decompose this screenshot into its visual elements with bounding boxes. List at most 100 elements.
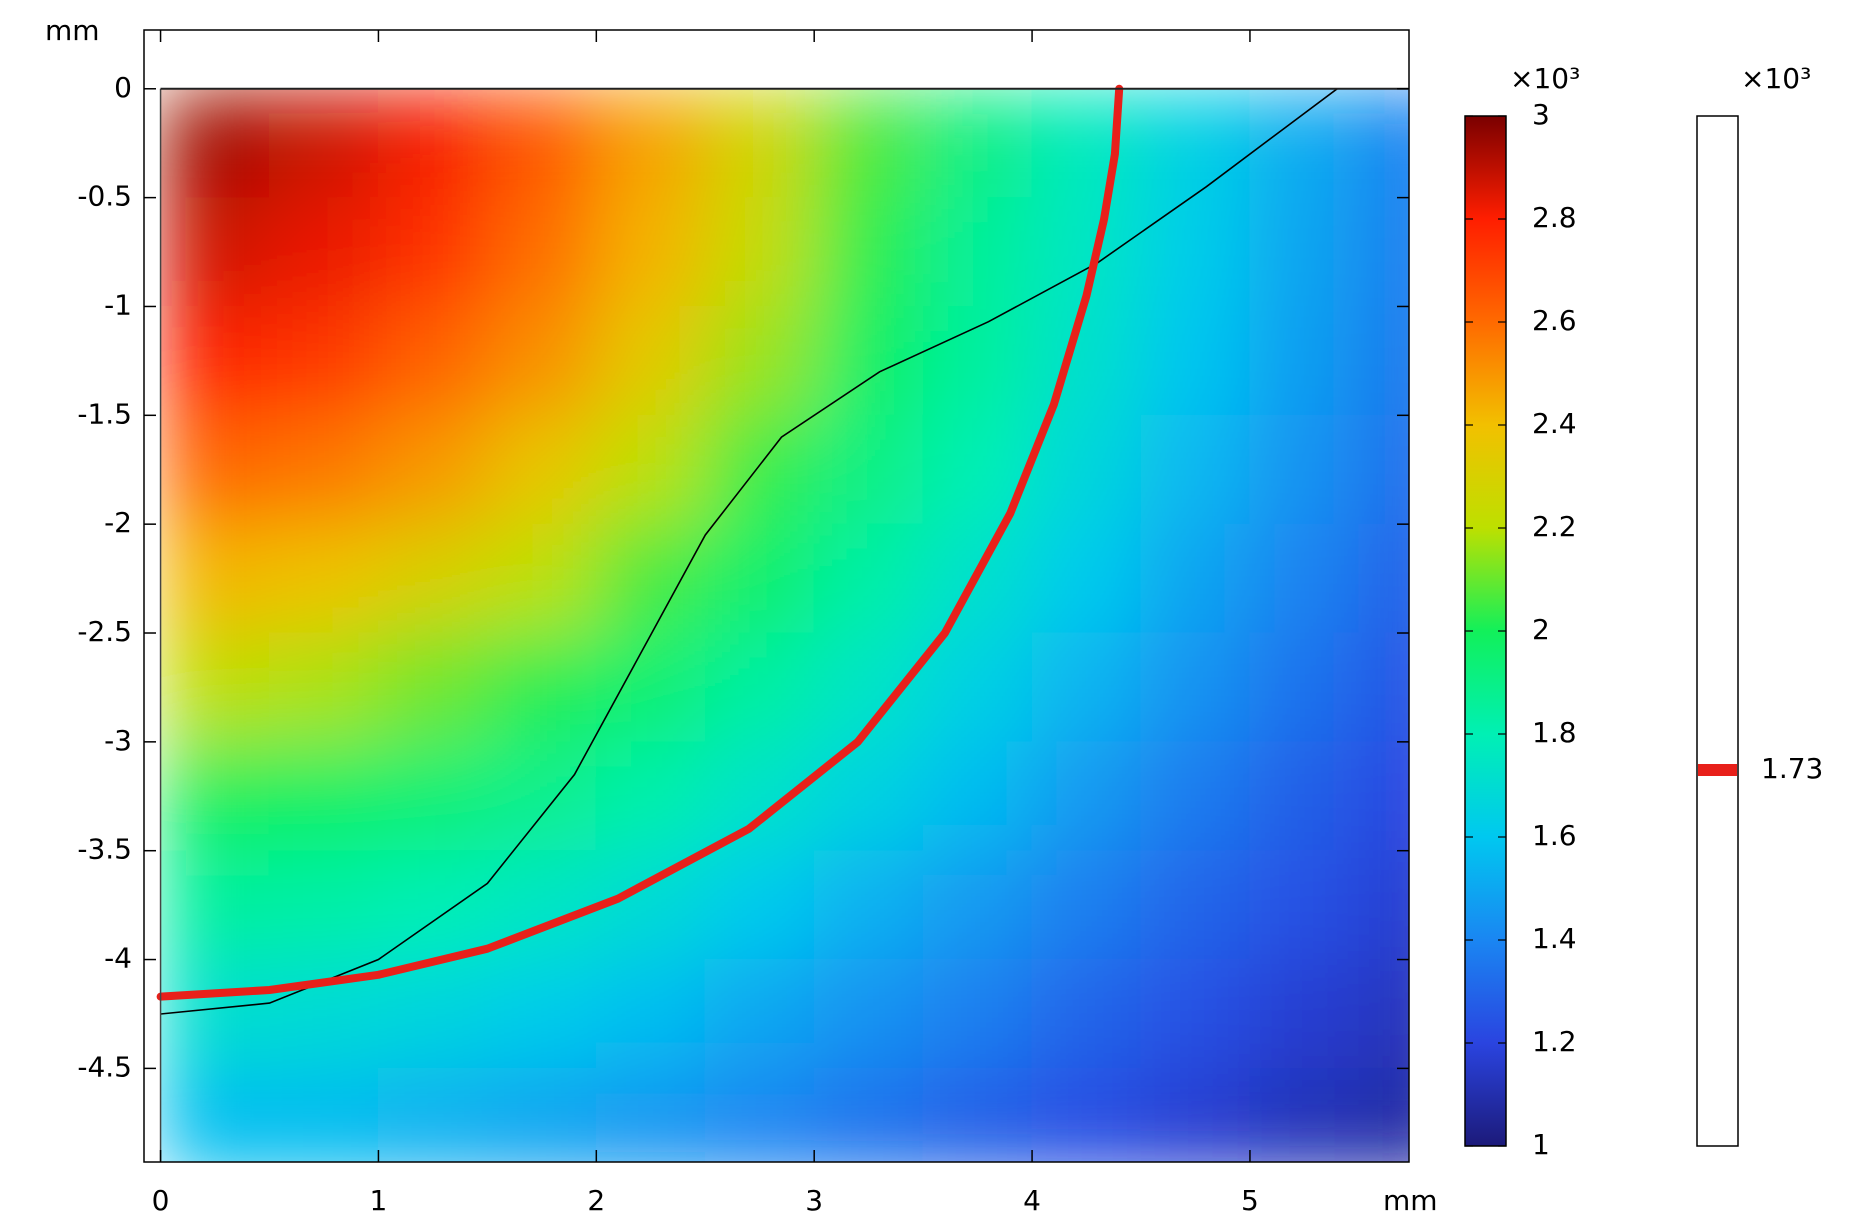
x-tick-label: 4: [1023, 1184, 1041, 1217]
field-cell: [486, 741, 597, 852]
field-cell: [268, 414, 379, 525]
field-cell: [1358, 414, 1410, 525]
field-cell: [377, 305, 488, 416]
field-cell: [595, 632, 706, 743]
field-cell: [377, 741, 488, 852]
y-tick-label: -2: [104, 506, 132, 539]
colorbar-tick-label: 2.2: [1532, 510, 1577, 543]
y-tick-label: -4.5: [77, 1050, 132, 1083]
x-axis-label: mm: [1383, 1184, 1438, 1217]
field-cell: [813, 414, 924, 525]
field-cell: [704, 523, 815, 634]
field-cell: [160, 959, 270, 1069]
field-cell: [377, 523, 488, 634]
field-cell: [1249, 1067, 1360, 1162]
field-cell: [704, 88, 815, 199]
contour-multiplier: ×10³: [1741, 62, 1811, 95]
field-cell: [1031, 414, 1142, 525]
y-tick-label: -3.5: [77, 833, 132, 866]
field-cell: [377, 88, 488, 199]
field-cells: [160, 88, 1410, 1162]
field-cell: [595, 414, 706, 525]
field-cell: [268, 88, 379, 199]
field-cell: [704, 632, 815, 743]
colorbar-tick-label: 2: [1532, 613, 1550, 646]
field-cell: [1249, 414, 1360, 525]
y-tick-label: -3: [104, 724, 132, 757]
field-cell: [813, 523, 924, 634]
field-cell: [595, 88, 706, 199]
field-cell: [1249, 88, 1360, 199]
field-cell: [1140, 959, 1251, 1069]
field-cell: [1249, 959, 1360, 1069]
x-tick-label: 5: [1241, 1184, 1259, 1217]
colorbar-tick-label: 2.8: [1532, 201, 1577, 234]
contour-line: [156, 84, 1124, 1001]
x-tick-label: 2: [587, 1184, 605, 1217]
colorbar-tick-label: 1: [1532, 1128, 1550, 1161]
colorbar-tick-label: 1.4: [1532, 922, 1577, 955]
colorbar-tick-label: 2.6: [1532, 304, 1577, 337]
field-cell: [1031, 88, 1142, 199]
colorbar-tick-label: 1.6: [1532, 819, 1577, 852]
field-cell: [1140, 523, 1251, 634]
field-cell: [1031, 305, 1142, 416]
field-cell: [486, 88, 597, 199]
field-cell: [377, 959, 488, 1069]
field-cell: [268, 523, 379, 634]
field-cell: [377, 414, 488, 525]
y-tick-label: -4: [104, 942, 132, 975]
y-tick-label: 0: [114, 71, 132, 104]
field-cell: [595, 523, 706, 634]
x-tick-label: 1: [370, 1184, 388, 1217]
field-cell: [377, 632, 488, 743]
colorbar-tick-label: 3: [1532, 98, 1550, 131]
field-cell: [1358, 197, 1410, 307]
field-cell: [160, 523, 270, 634]
field-cell: [377, 197, 488, 307]
field-cell: [377, 850, 488, 961]
field-cell: [1358, 741, 1410, 852]
y-tick-label: -1: [104, 288, 132, 321]
field-cell: [704, 959, 815, 1069]
field-cell: [486, 1067, 597, 1162]
field-cell: [922, 305, 1033, 416]
field-cell: [1358, 850, 1410, 961]
field-cell: [1140, 197, 1251, 307]
y-tick-label: -1.5: [77, 397, 132, 430]
field-cell: [922, 197, 1033, 307]
field-cell: [1140, 632, 1251, 743]
field-cell: [268, 850, 379, 961]
field: [160, 88, 1410, 1162]
axis-frame: [143, 29, 1410, 1163]
x-tick-label: 3: [805, 1184, 823, 1217]
field-cell: [1140, 88, 1251, 199]
field-cell: [268, 741, 379, 852]
field-cell: [595, 959, 706, 1069]
field-cell: [160, 1067, 270, 1162]
contour-bar: [1696, 115, 1739, 1147]
colorbar-multiplier: ×10³: [1510, 62, 1580, 95]
field-cell: [1031, 632, 1142, 743]
field-cell: [1249, 741, 1360, 852]
field-cell: [704, 197, 815, 307]
field-cell: [486, 959, 597, 1069]
field-cell: [160, 741, 270, 852]
field-cell: [922, 741, 1033, 852]
colorbar-tick-label: 2.4: [1532, 407, 1577, 440]
field-cell: [595, 1067, 706, 1162]
field-cell: [1031, 741, 1142, 852]
field-cell: [1031, 523, 1142, 634]
field-cell: [1140, 305, 1251, 416]
field-cell: [595, 305, 706, 416]
field-cell: [1031, 1067, 1142, 1162]
field-cell: [595, 850, 706, 961]
field-cell: [922, 850, 1033, 961]
field-cell: [1249, 632, 1360, 743]
field-cell: [595, 197, 706, 307]
field-cell: [813, 1067, 924, 1162]
field-cell: [813, 959, 924, 1069]
field-cell: [1140, 741, 1251, 852]
field-cell: [1358, 959, 1410, 1069]
